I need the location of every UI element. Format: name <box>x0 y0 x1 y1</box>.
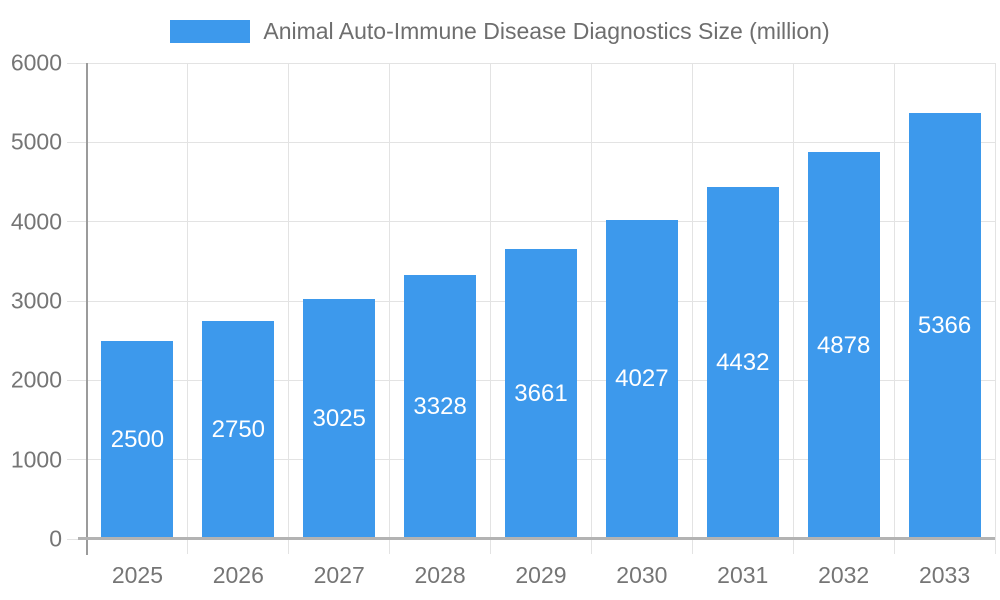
x-axis-tick-label-2025: 2025 <box>111 562 164 588</box>
y-axis-tick-label: 2000 <box>10 366 62 393</box>
x-gridline <box>691 63 693 554</box>
x-gridline <box>994 63 996 554</box>
bar-2033[interactable] <box>908 113 981 539</box>
bar-value-label-2025: 2500 <box>110 425 165 453</box>
x-axis-tick-label-2032: 2032 <box>818 562 870 588</box>
bar-2027[interactable] <box>303 299 376 539</box>
legend-swatch <box>170 19 251 43</box>
x-gridline <box>590 63 592 554</box>
bar-2028[interactable] <box>404 274 477 539</box>
y-gridline <box>67 62 995 64</box>
y-axis-tick-label: 6000 <box>10 49 62 76</box>
bar-2032[interactable] <box>807 152 880 539</box>
x-axis-tick-label-2029: 2029 <box>515 562 567 588</box>
x-axis-tick-label-2028: 2028 <box>414 562 466 588</box>
bar-2029[interactable] <box>505 248 577 539</box>
bar-value-label-2032: 4878 <box>816 331 871 359</box>
y-axis-tick-label: 1000 <box>10 446 62 473</box>
x-axis-tick-label-2031: 2031 <box>717 562 769 588</box>
x-axis-tick-label-2026: 2026 <box>212 562 264 588</box>
y-axis-tick-label: 5000 <box>10 128 62 155</box>
bar-value-label-2033: 5366 <box>917 312 972 340</box>
x-axis-tick-label-2030: 2030 <box>616 562 668 588</box>
x-gridline <box>893 63 895 554</box>
bar-value-label-2027: 3025 <box>312 405 366 432</box>
x-gridline <box>288 63 290 554</box>
bar-value-label-2031: 4432 <box>716 349 770 377</box>
x-gridline <box>490 63 492 554</box>
y-axis-tick-label: 3000 <box>10 287 62 314</box>
x-gridline <box>389 63 391 554</box>
bar-2030[interactable] <box>605 219 678 539</box>
bar-value-label-2026: 2750 <box>211 415 266 443</box>
x-axis-baseline <box>78 537 995 540</box>
y-gridline <box>67 221 995 223</box>
y-axis-line <box>86 63 88 555</box>
bar-value-label-2028: 3328 <box>413 392 467 420</box>
bar-2026[interactable] <box>202 320 275 539</box>
y-gridline <box>67 141 995 143</box>
bar-2031[interactable] <box>706 187 779 539</box>
bar-2025[interactable] <box>101 340 174 539</box>
x-gridline <box>187 63 189 554</box>
y-axis-tick-label: 0 <box>49 525 62 552</box>
x-axis-tick-label-2027: 2027 <box>313 562 365 588</box>
bar-value-label-2030: 4027 <box>615 365 669 393</box>
x-gridline <box>792 63 794 554</box>
y-axis-tick-label: 4000 <box>10 208 62 235</box>
bar-value-label-2029: 3661 <box>514 379 568 407</box>
legend-label: Animal Auto-Immune Disease Diagnostics S… <box>263 18 830 44</box>
x-axis-tick-label-2033: 2033 <box>918 562 971 588</box>
legend-item[interactable]: Animal Auto-Immune Disease Diagnostics S… <box>0 18 1000 44</box>
